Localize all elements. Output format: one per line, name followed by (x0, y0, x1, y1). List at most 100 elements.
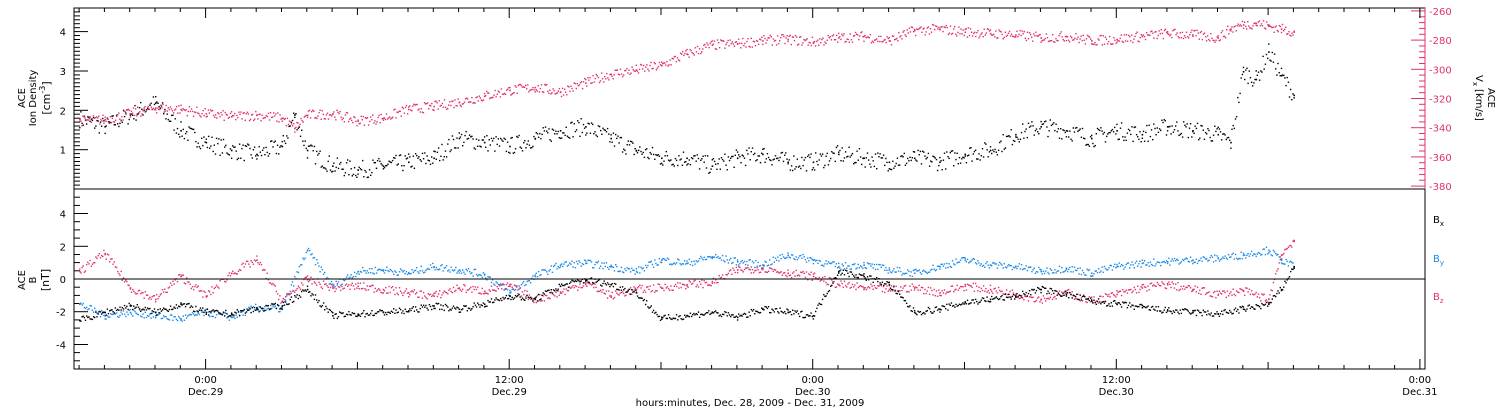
data-point (245, 145, 248, 147)
data-point (1207, 291, 1209, 294)
data-point (151, 296, 153, 298)
data-point (808, 260, 810, 262)
data-point (160, 317, 163, 320)
data-point (215, 314, 218, 316)
data-point (1027, 300, 1030, 302)
data-point (99, 257, 102, 259)
data-point (932, 294, 934, 296)
data-point (1246, 287, 1248, 289)
data-point (532, 275, 534, 277)
data-point (536, 90, 538, 92)
data-point (1162, 37, 1165, 40)
data-point (932, 155, 934, 157)
data-point (1074, 298, 1077, 300)
data-point (943, 263, 946, 265)
data-point (856, 267, 858, 269)
data-point (555, 262, 557, 265)
data-point (210, 293, 212, 296)
data-point (357, 270, 359, 273)
data-point (1062, 38, 1064, 41)
data-point (787, 161, 789, 164)
data-point (1043, 39, 1045, 41)
data-point (556, 133, 558, 135)
data-point (879, 40, 881, 43)
data-point (758, 155, 761, 157)
data-point (935, 158, 938, 161)
data-point (405, 104, 408, 107)
data-point (877, 268, 879, 270)
data-point (1181, 288, 1184, 290)
data-point (205, 313, 207, 315)
data-point (858, 285, 861, 288)
y-tick-label: 1 (60, 146, 66, 157)
data-point (107, 121, 110, 123)
data-point (1146, 264, 1148, 266)
data-point (279, 146, 281, 148)
data-point (1145, 32, 1148, 34)
data-point (273, 306, 275, 308)
data-point (804, 258, 807, 261)
data-point (412, 271, 414, 274)
data-point (236, 114, 238, 117)
data-point (794, 34, 797, 37)
data-point (158, 108, 160, 111)
data-point (272, 282, 274, 285)
data-point (253, 119, 255, 122)
data-point (473, 101, 475, 104)
data-point (128, 309, 130, 311)
data-point (907, 290, 909, 293)
data-point (736, 151, 739, 153)
data-point (1110, 264, 1112, 267)
data-point (1202, 287, 1204, 289)
data-point (398, 154, 401, 157)
data-point (1277, 62, 1279, 65)
data-point (1057, 270, 1060, 272)
data-point (1111, 128, 1114, 131)
data-point (1073, 131, 1076, 133)
data-point (122, 277, 125, 279)
data-point (418, 296, 420, 298)
data-point (590, 82, 592, 84)
data-point (624, 70, 626, 72)
data-point (909, 31, 912, 33)
data-point (725, 255, 727, 257)
data-point (755, 40, 758, 42)
data-point (970, 147, 972, 149)
data-point (1227, 254, 1230, 256)
data-point (539, 132, 541, 135)
data-point (238, 111, 240, 113)
data-point (1293, 97, 1295, 99)
data-point (455, 105, 457, 107)
data-point (774, 257, 777, 259)
data-point (403, 292, 405, 294)
data-point (1070, 271, 1072, 273)
data-point (1184, 288, 1186, 290)
data-point (1040, 37, 1042, 39)
data-point (1232, 124, 1234, 127)
data-point (1248, 288, 1250, 290)
data-point (140, 115, 142, 117)
data-point (502, 284, 504, 286)
data-point (481, 287, 483, 290)
data-point (703, 280, 705, 282)
data-point (904, 34, 906, 36)
data-point (253, 146, 256, 148)
data-point (480, 146, 482, 148)
data-point (632, 269, 634, 271)
data-point (267, 304, 270, 307)
data-point (935, 290, 938, 292)
data-point (756, 159, 758, 161)
data-point (712, 277, 715, 280)
data-point (550, 291, 552, 293)
data-point (527, 84, 529, 86)
data-point (845, 40, 847, 43)
data-point (1259, 25, 1262, 27)
data-point (294, 114, 296, 116)
data-point (234, 317, 236, 320)
data-point (1169, 264, 1171, 266)
data-point (535, 272, 537, 274)
data-point (176, 281, 179, 283)
data-point (667, 288, 670, 290)
data-point (872, 160, 874, 162)
data-point (283, 301, 286, 303)
